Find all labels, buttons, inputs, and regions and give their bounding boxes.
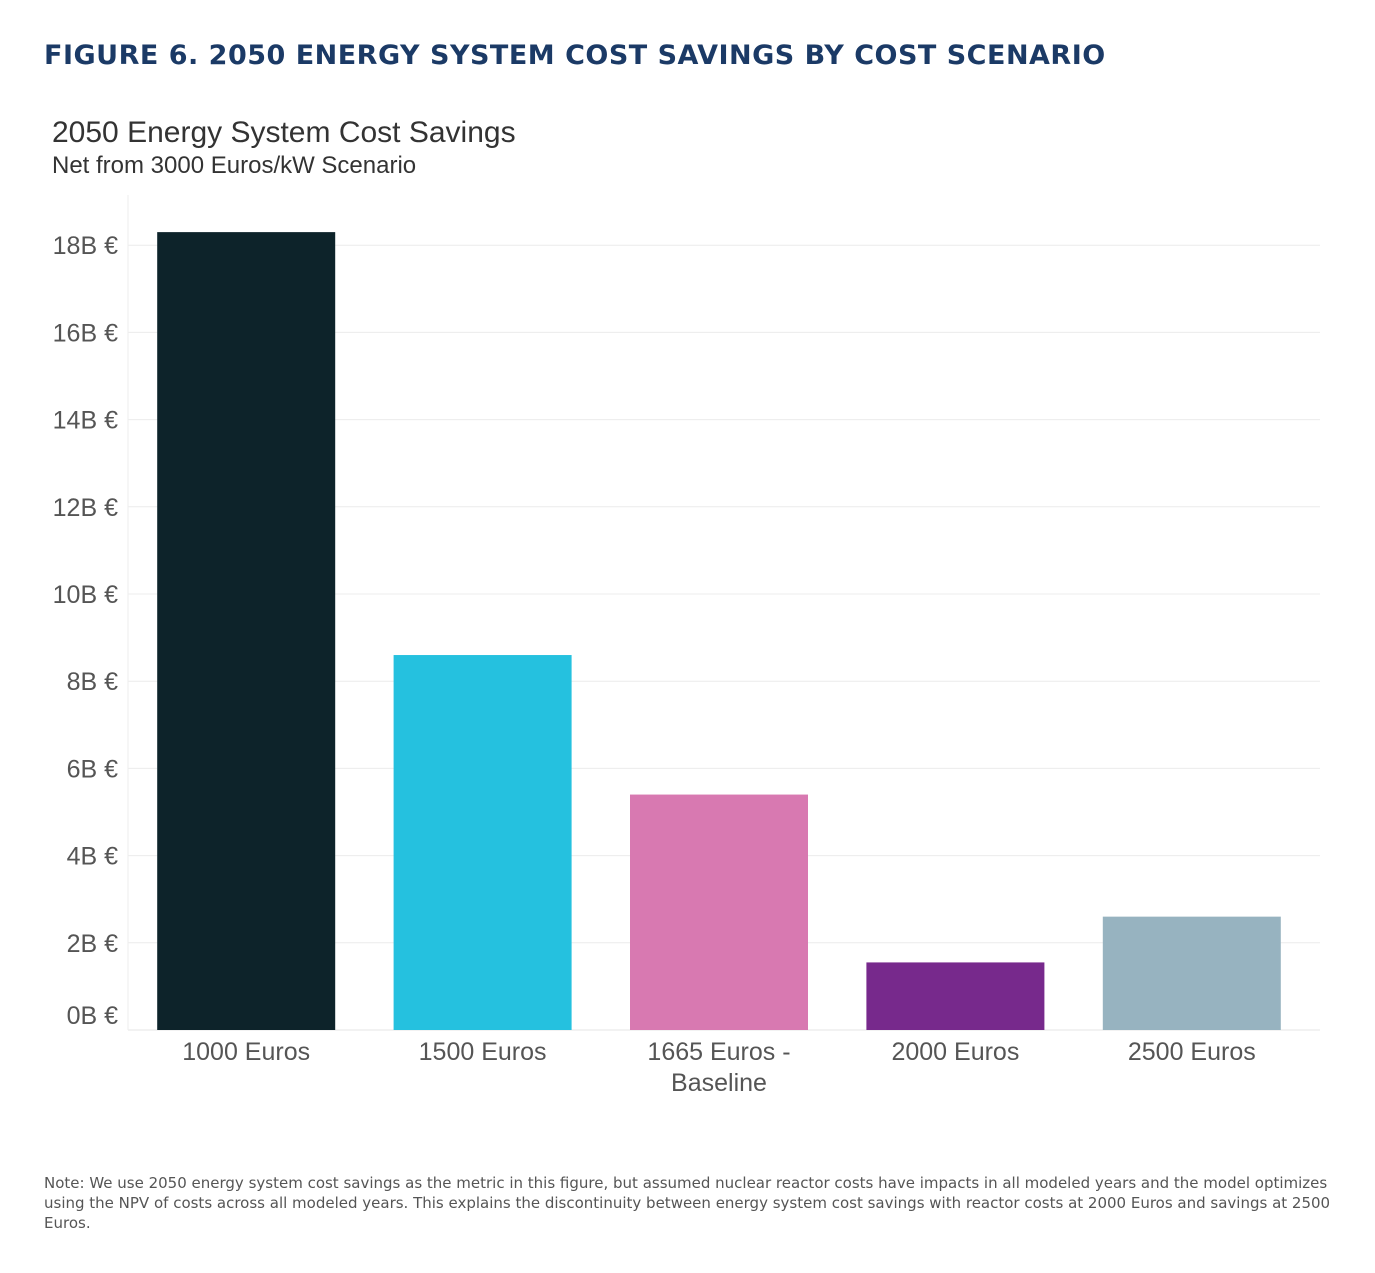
y-tick-label: 0B € (67, 1002, 119, 1030)
x-tick-label: 1665 Euros - (647, 1038, 790, 1066)
bar (866, 962, 1045, 1030)
y-tick-label: 12B € (53, 494, 118, 522)
y-tick-label: 16B € (53, 319, 118, 347)
figure-title: FIGURE 6. 2050 ENERGY SYSTEM COST SAVING… (44, 40, 1106, 71)
y-tick-label: 18B € (53, 232, 118, 260)
y-tick-label: 8B € (67, 668, 119, 696)
bar (1102, 916, 1281, 1030)
y-tick-label: 2B € (67, 930, 119, 958)
bar (157, 232, 336, 1030)
bar (393, 655, 572, 1030)
chart-title: 2050 Energy System Cost Savings (52, 116, 516, 149)
x-tick-label: 1000 Euros (182, 1038, 310, 1066)
bar (630, 794, 808, 1030)
y-tick-label: 10B € (53, 581, 118, 609)
figure-note: Note: We use 2050 energy system cost sav… (44, 1174, 1331, 1232)
x-tick-label: 2500 Euros (1128, 1038, 1256, 1066)
y-axis: 0B € 2B € 4B € 6B € 8B € 10B € 12B € 14B € 16B €… (53, 195, 129, 1030)
x-tick-label: 1500 Euros (419, 1038, 547, 1066)
y-tick-label: 4B € (67, 843, 119, 871)
x-tick-label: 2000 Euros (891, 1038, 1019, 1066)
chart-subtitle: Net from 3000 Euros/kW Scenario (52, 152, 417, 179)
y-tick-label: 14B € (53, 407, 118, 435)
x-tick-label: Baseline (671, 1069, 767, 1097)
x-axis: 1000 Euros 1500 Euros 1665 Euros - Baseline… (182, 1038, 1255, 1097)
y-tick-label: 6B € (67, 755, 119, 783)
bars (157, 232, 1281, 1030)
